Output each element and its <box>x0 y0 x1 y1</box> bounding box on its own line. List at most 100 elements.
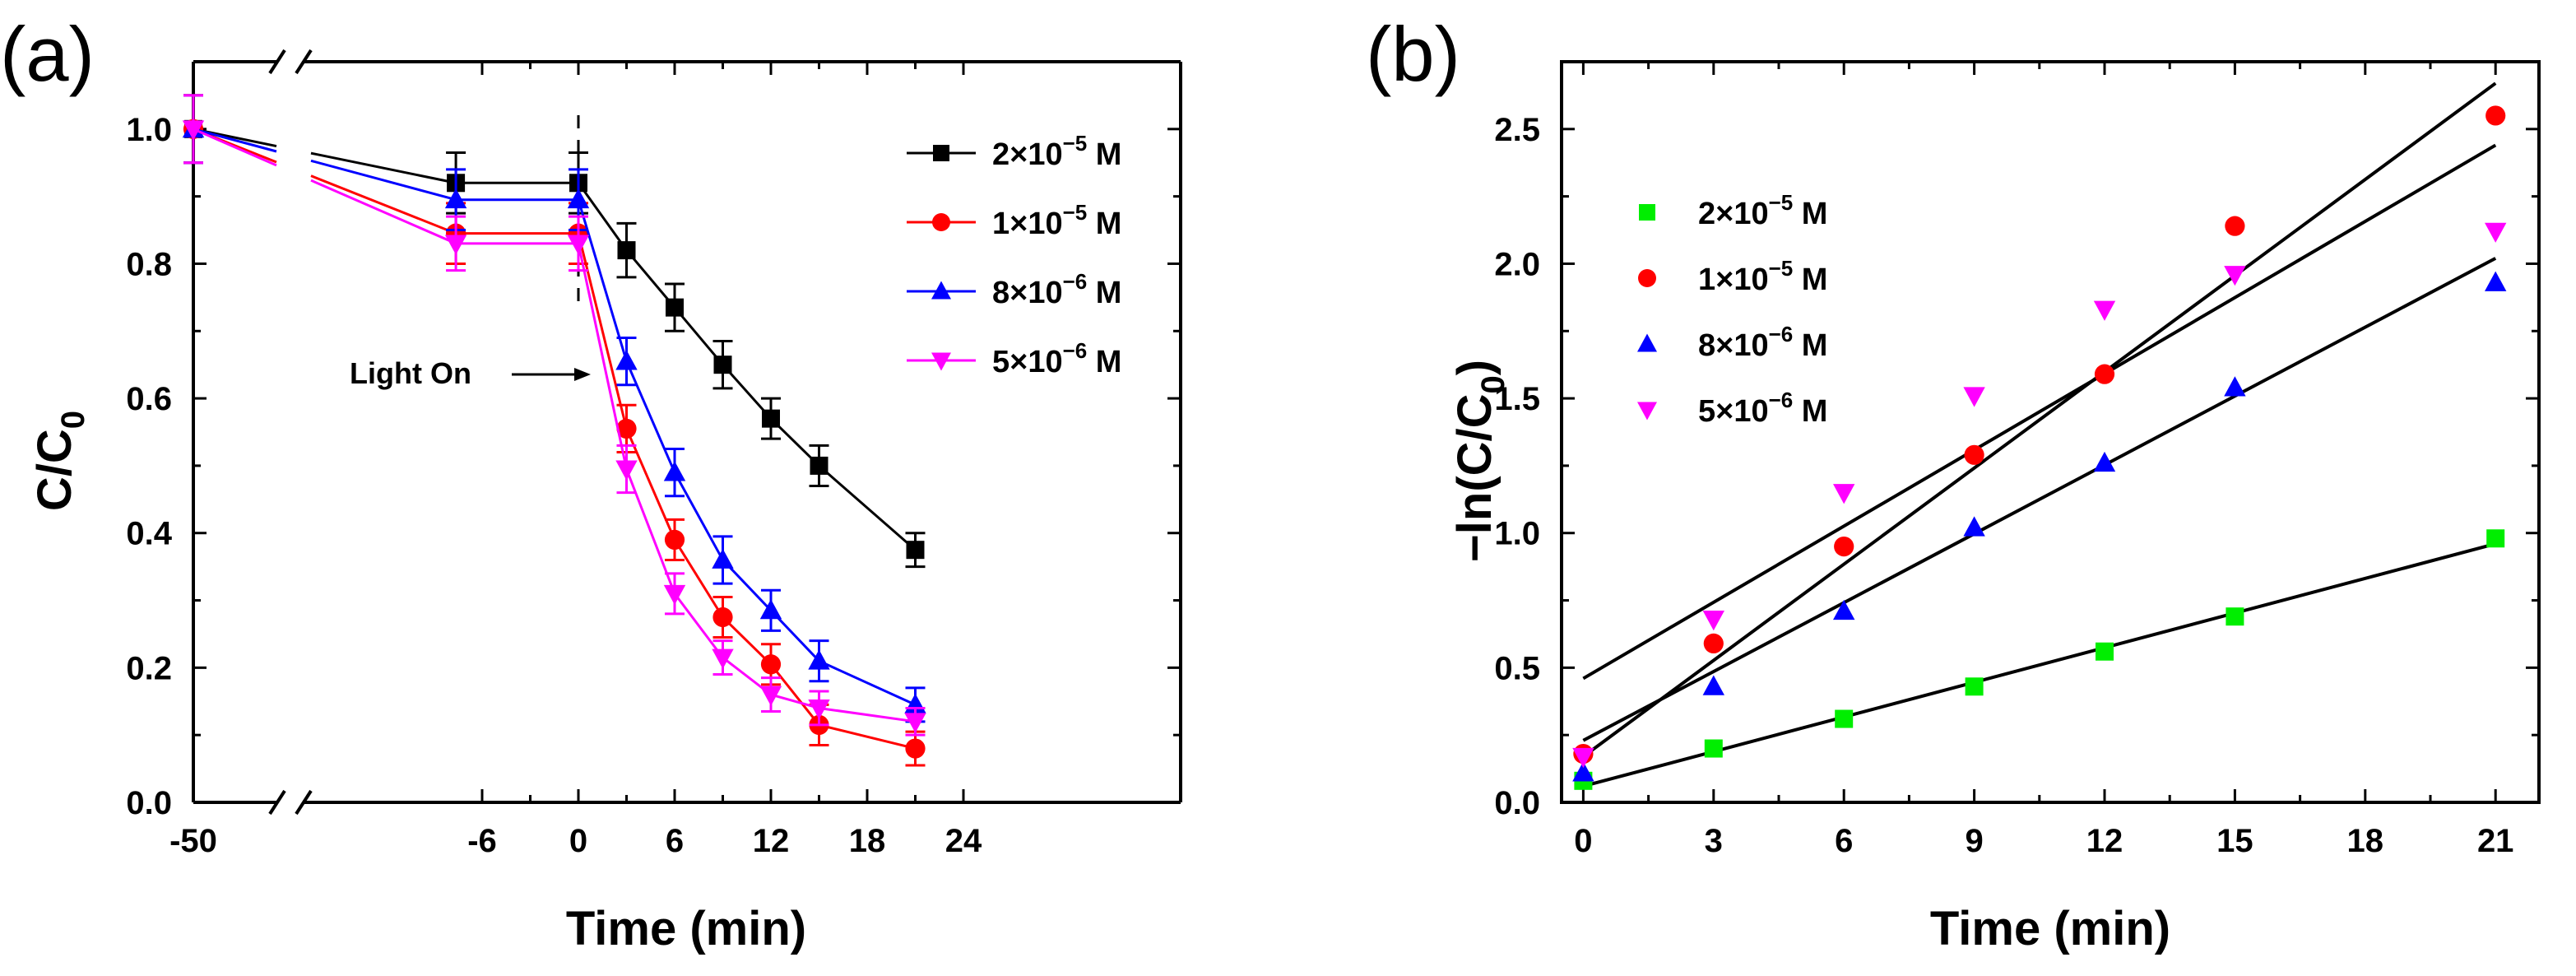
data-point <box>2093 300 2116 321</box>
data-point <box>713 356 732 374</box>
panel-a-series-line <box>818 464 917 551</box>
panel-a-axis-break-mark <box>268 789 286 816</box>
panel-a-x-tick-label: -50 <box>169 823 217 859</box>
panel-b-legend-label-2: 8×10−6 M <box>1698 322 1827 363</box>
panel-b-legend-label-unit-3: M <box>1793 394 1827 429</box>
data-point <box>1572 747 1594 769</box>
data-point <box>615 460 638 481</box>
data-point <box>663 461 686 481</box>
panel-b-legend-label-exp-0: −5 <box>1769 190 1794 215</box>
data-point <box>1833 484 1855 504</box>
panel-b-y-title-sub: 0 <box>1475 375 1511 393</box>
panel-b-x-tick-label: 15 <box>2216 823 2253 859</box>
panel-b-label: (b) <box>1366 11 1460 97</box>
data-point <box>567 235 590 255</box>
panel-a-series-line <box>818 659 917 706</box>
data-point <box>1963 516 1985 537</box>
data-point <box>808 649 830 670</box>
panel-b-legend-label-base-1: 1×10 <box>1698 263 1769 297</box>
data-point <box>2225 216 2245 236</box>
panel-a-y-tick-label: 0.8 <box>126 246 172 282</box>
panel-b-legend-marker-3 <box>1637 402 1657 421</box>
panel-b-legend-marker-0 <box>1639 204 1655 221</box>
panel-b-fit-line-1 <box>1582 81 2497 758</box>
panel-b-x-tick-label: 3 <box>1705 823 1723 859</box>
data-point <box>762 409 780 428</box>
panel-b-legend-label-3: 5×10−6 M <box>1698 388 1827 429</box>
panel-a-legend-label-unit-0: M <box>1087 137 1121 172</box>
data-point <box>1835 709 1854 728</box>
data-point <box>1704 739 1723 758</box>
panel-a-x-tick-label: 0 <box>569 823 587 859</box>
panel-b-x-tick-label: 6 <box>1835 823 1853 859</box>
data-point <box>906 541 925 560</box>
panel-a-series-0 <box>183 94 926 569</box>
panel-b-legend-label-unit-0: M <box>1793 197 1827 231</box>
panel-a-series-line <box>577 233 628 430</box>
panel-a-y-axis-title: C/C0 <box>28 411 91 511</box>
panel-b-y-tick-label: 0.5 <box>1494 650 1540 686</box>
panel-b-fit-line-2 <box>1582 257 2497 742</box>
panel-a-series-line <box>673 539 724 618</box>
panel-a-series-line <box>193 128 277 153</box>
panel-a-legend-label-2: 8×10−6 M <box>992 269 1121 310</box>
panel-a-series-2 <box>182 94 926 723</box>
panel-a-legend-label-exp-1: −5 <box>1063 200 1088 225</box>
panel-a-legend-label-exp-3: −6 <box>1063 338 1088 363</box>
panel-a-legend-label-base-3: 5×10 <box>992 345 1063 379</box>
panel-a-axis-break-mark <box>295 789 313 816</box>
panel-a-legend-label-3: 5×10−6 M <box>992 338 1121 379</box>
panel-b-series-2 <box>1572 271 2507 782</box>
panel-a-x-tick-label: -6 <box>467 823 497 859</box>
data-point <box>760 654 782 675</box>
panel-a-x-tick-label: 24 <box>945 823 982 859</box>
panel-b-y-tick-label: 2.5 <box>1494 112 1540 148</box>
panel-b-legend-label-exp-1: −5 <box>1769 256 1794 281</box>
panel-a-series-line <box>673 593 724 658</box>
panel-b-legend: 2×10−5 M1×10−5 M8×10−6 M5×10−6 M <box>1637 190 1827 429</box>
panel-b-legend-marker-2 <box>1637 333 1657 352</box>
panel-b-legend-marker-1 <box>1638 269 1656 287</box>
panel-a-legend-marker-2 <box>931 281 951 300</box>
panel-a-series-line <box>310 179 457 245</box>
panel-a-series-line <box>722 616 773 666</box>
data-point <box>712 648 734 669</box>
panel-b-x-tick-label: 21 <box>2477 823 2514 859</box>
panel-a: (a) 0.0 0.2 0.4 0.6 0.8 1.0 -50 -6 0 6 12 18 24 Time… <box>0 11 1182 955</box>
panel-b-x-tick-label: 0 <box>1574 823 1592 859</box>
panel-a-legend-label-base-1: 1×10 <box>992 207 1063 241</box>
panel-a-legend-label-base-0: 2×10 <box>992 137 1063 172</box>
light-on-label: Light On <box>350 356 471 390</box>
panel-a-y-tick-label: 0.2 <box>126 650 172 686</box>
panel-a-series-line <box>310 151 457 184</box>
data-point <box>2093 451 2116 472</box>
light-on-arrow-head <box>574 368 591 381</box>
panel-b-legend-label-unit-1: M <box>1793 263 1827 297</box>
panel-a-legend-label-0: 2×10−5 M <box>992 131 1121 172</box>
data-point <box>712 548 734 569</box>
data-point <box>2096 642 2114 661</box>
panel-a-y-tick-label: 0.4 <box>126 516 172 552</box>
panel-a-series-line <box>310 174 457 235</box>
panel-b-fit-line-3 <box>1582 143 2497 681</box>
panel-a-legend-marker-0 <box>933 145 949 161</box>
data-point <box>904 713 926 733</box>
panel-a-y-tick-label: 1.0 <box>126 112 172 148</box>
panel-a-series-line <box>577 182 628 251</box>
data-point <box>1572 761 1594 782</box>
data-point <box>444 188 467 209</box>
data-point <box>1965 677 1984 696</box>
panel-a-series-line <box>770 693 819 709</box>
data-point <box>1834 536 1854 557</box>
panel-a-axis-break-mark <box>268 49 286 75</box>
panel-a-y-tick-label: 0.0 <box>126 785 172 821</box>
panel-a-legend-label-exp-2: −6 <box>1063 269 1088 294</box>
panel-a-legend-marker-3 <box>931 352 951 371</box>
data-point <box>712 607 733 628</box>
panel-a-series-line <box>625 428 676 541</box>
panel-b-legend-label-base-3: 5×10 <box>1698 394 1769 429</box>
data-point <box>759 686 782 706</box>
panel-b-y-tick-label: 1.5 <box>1494 381 1540 417</box>
data-point <box>617 241 636 260</box>
panel-a-legend-label-1: 1×10−5 M <box>992 200 1121 241</box>
